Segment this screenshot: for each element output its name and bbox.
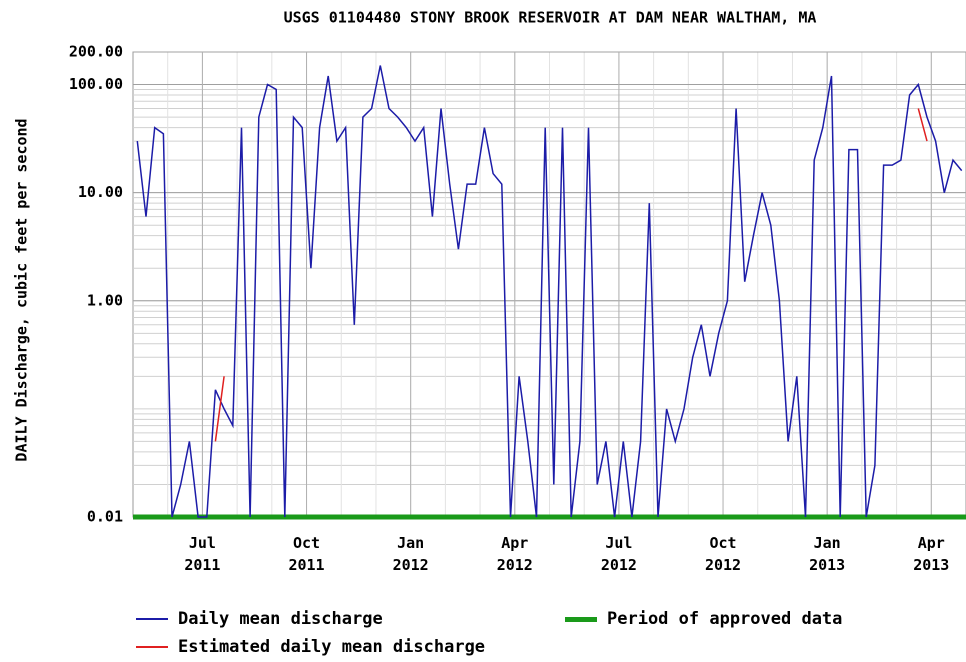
x-tick-label: Jul 2011 bbox=[184, 534, 221, 574]
legend-label: Estimated daily mean discharge bbox=[178, 637, 486, 657]
legend-label: Daily mean discharge bbox=[178, 609, 383, 629]
chart-title: USGS 01104480 STONY BROOK RESERVOIR AT D… bbox=[284, 9, 817, 27]
legend-label: Period of approved data bbox=[607, 609, 843, 629]
x-tick-label: Jul 2012 bbox=[600, 534, 637, 574]
y-tick-label: 200.00 bbox=[69, 43, 123, 61]
y-axis-label: DAILY Discharge, cubic feet per second bbox=[13, 118, 31, 461]
y-tick-label: 0.01 bbox=[87, 508, 123, 526]
y-tick-label: 10.00 bbox=[78, 183, 123, 201]
legend-swatch bbox=[136, 646, 168, 648]
legend-item: Estimated daily mean discharge bbox=[136, 637, 485, 657]
x-tick-label: Jan 2012 bbox=[392, 534, 429, 574]
legend-swatch bbox=[136, 618, 168, 620]
legend-item: Period of approved data bbox=[565, 609, 842, 629]
legend-swatch bbox=[565, 616, 597, 622]
series-line bbox=[136, 65, 963, 518]
x-tick-label: Oct 2012 bbox=[704, 534, 742, 574]
x-tick-label: Apr 2013 bbox=[913, 534, 950, 574]
x-tick-label: Oct 2011 bbox=[288, 534, 325, 574]
legend-item: Daily mean discharge bbox=[136, 609, 383, 629]
y-tick-label: 1.00 bbox=[87, 291, 123, 309]
x-tick-label: Jan 2013 bbox=[809, 534, 846, 574]
series-line bbox=[214, 108, 928, 442]
x-tick-label: Apr 2012 bbox=[496, 534, 533, 574]
y-tick-label: 100.00 bbox=[69, 75, 123, 93]
